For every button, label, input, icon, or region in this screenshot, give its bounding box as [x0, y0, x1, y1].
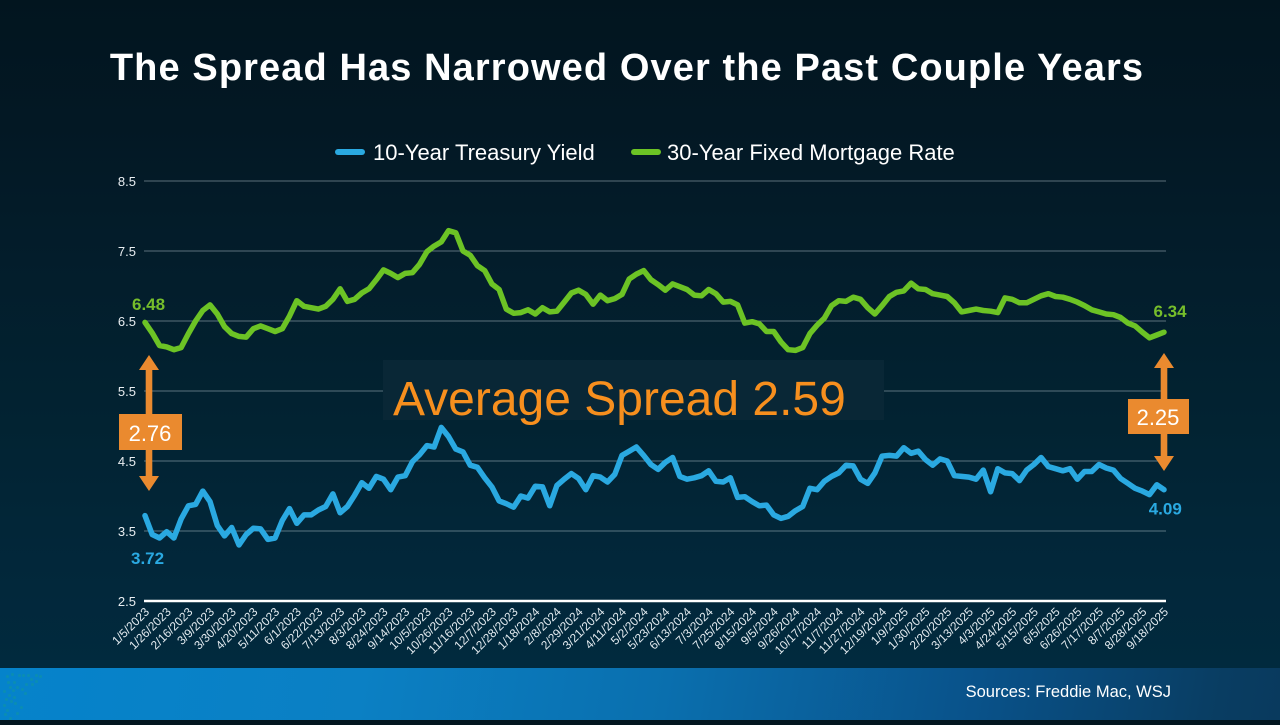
svg-text:3.5: 3.5 [118, 524, 136, 539]
svg-text:6.48: 6.48 [132, 295, 165, 314]
svg-text:2.5: 2.5 [118, 594, 136, 609]
svg-text:2.25: 2.25 [1137, 405, 1180, 430]
svg-text:7.5: 7.5 [118, 244, 136, 259]
svg-text:3.72: 3.72 [131, 549, 164, 568]
svg-text:6.34: 6.34 [1154, 302, 1188, 321]
svg-text:4.09: 4.09 [1149, 500, 1182, 519]
svg-text:5.5: 5.5 [118, 384, 136, 399]
svg-text:2.76: 2.76 [129, 421, 172, 446]
svg-text:Average Spread 2.59: Average Spread 2.59 [393, 373, 846, 426]
svg-text:6.5: 6.5 [118, 314, 136, 329]
svg-text:4.5: 4.5 [118, 454, 136, 469]
svg-text:8.5: 8.5 [118, 174, 136, 189]
